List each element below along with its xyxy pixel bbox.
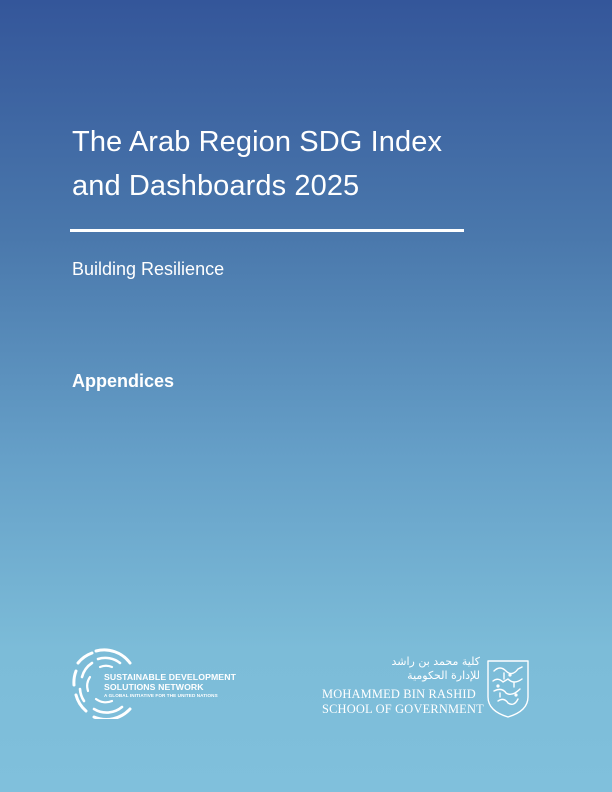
mbrsg-english-name: MOHAMMED BIN RASHID SCHOOL OF GOVERNMENT	[322, 687, 484, 717]
sdsn-circle-logo-icon	[72, 648, 132, 719]
mbrsg-english-line-2: SCHOOL OF GOVERNMENT	[322, 702, 484, 716]
report-subtitle: Building Resilience	[72, 259, 225, 279]
sdsn-logo: SUSTAINABLE DEVELOPMENT SOLUTIONS NETWOR…	[72, 647, 262, 719]
sdsn-tagline: A GLOBAL INITIATIVE FOR THE UNITED NATIO…	[104, 693, 218, 698]
mbrsg-arabic-name: كلية محمد بن راشد للإدارة الحكومية	[322, 655, 480, 683]
sdsn-wordmark: SUSTAINABLE DEVELOPMENT SOLUTIONS NETWOR…	[104, 672, 236, 699]
section-label: Appendices	[72, 371, 175, 391]
report-title: The Arab Region SDG Index and Dashboards…	[72, 120, 542, 208]
mbrsg-emblem-icon	[487, 660, 529, 718]
title-line-2: and Dashboards 2025	[72, 170, 360, 202]
mbrsg-english-line-1: MOHAMMED BIN RASHID	[322, 687, 476, 701]
mbrsg-logo: كلية محمد بن راشد للإدارة الحكومية MOHAM…	[322, 655, 534, 721]
mbrsg-arabic-line-2: للإدارة الحكومية	[407, 669, 480, 682]
mbrsg-arabic-line-1: كلية محمد بن راشد	[391, 655, 480, 668]
sdsn-name-line-1: SUSTAINABLE DEVELOPMENT	[104, 672, 236, 682]
title-divider	[70, 229, 464, 232]
title-line-1: The Arab Region SDG Index	[72, 126, 443, 158]
sdsn-name-line-2: SOLUTIONS NETWORK	[104, 682, 204, 692]
